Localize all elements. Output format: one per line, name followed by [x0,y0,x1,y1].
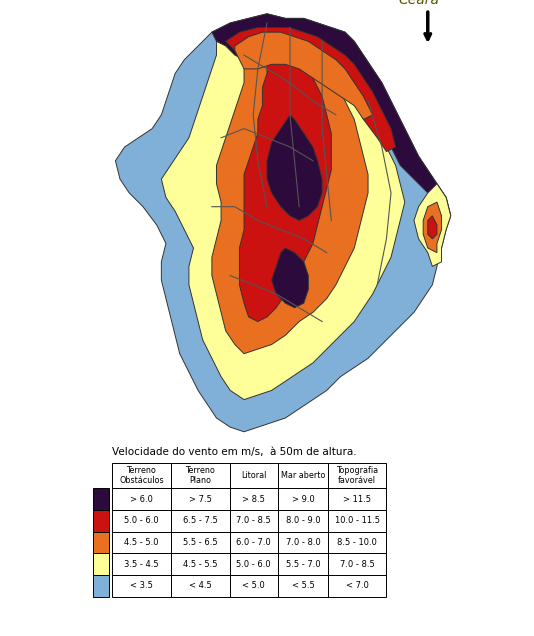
Text: Ceará: Ceará [398,0,439,7]
Text: > 7.5: > 7.5 [189,495,211,504]
Text: 7.0 - 8.0: 7.0 - 8.0 [286,538,320,547]
Text: 8.5 - 10.0: 8.5 - 10.0 [337,538,377,547]
Text: 6.0 - 7.0: 6.0 - 7.0 [236,538,271,547]
Text: Velocidade do vento em m/s,  à 50m de altura.: Velocidade do vento em m/s, à 50m de alt… [112,447,357,457]
Polygon shape [272,248,308,308]
Text: < 4.5: < 4.5 [189,581,211,590]
Text: Mar aberto: Mar aberto [281,471,325,480]
Text: 6.5 - 7.5: 6.5 - 7.5 [183,516,218,525]
Text: 3.5 - 4.5: 3.5 - 4.5 [124,560,159,569]
Text: Litoral: Litoral [241,471,266,480]
Text: Terreno
Obstáculos: Terreno Obstáculos [119,466,164,485]
Text: 7.0 - 8.5: 7.0 - 8.5 [236,516,271,525]
Text: Topografia
favorável: Topografia favorável [336,466,378,485]
Polygon shape [212,14,451,216]
Text: < 3.5: < 3.5 [130,581,153,590]
Text: 10.0 - 11.5: 10.0 - 11.5 [335,516,380,525]
Text: > 6.0: > 6.0 [130,495,153,504]
Polygon shape [239,55,331,322]
Polygon shape [235,32,373,120]
Text: < 5.0: < 5.0 [242,581,265,590]
Polygon shape [414,184,451,266]
Text: 5.0 - 6.0: 5.0 - 6.0 [237,560,271,569]
Polygon shape [212,41,368,354]
Text: 8.0 - 9.0: 8.0 - 9.0 [286,516,320,525]
Text: 4.5 - 5.5: 4.5 - 5.5 [183,560,217,569]
Text: 4.5 - 5.0: 4.5 - 5.0 [124,538,159,547]
Text: 7.0 - 8.5: 7.0 - 8.5 [340,560,375,569]
Polygon shape [161,27,405,399]
Text: > 11.5: > 11.5 [343,495,371,504]
Text: < 5.5: < 5.5 [292,581,315,590]
Text: Terreno
Plano: Terreno Plano [185,466,215,485]
Polygon shape [267,115,322,221]
Text: > 9.0: > 9.0 [292,495,315,504]
Polygon shape [428,216,437,239]
Text: < 7.0: < 7.0 [346,581,368,590]
Polygon shape [226,27,396,151]
Polygon shape [423,202,442,252]
Text: 5.5 - 6.5: 5.5 - 6.5 [183,538,217,547]
Text: 5.5 - 7.0: 5.5 - 7.0 [286,560,320,569]
Text: > 8.5: > 8.5 [242,495,265,504]
Text: 5.0 - 6.0: 5.0 - 6.0 [124,516,159,525]
Polygon shape [115,14,451,432]
